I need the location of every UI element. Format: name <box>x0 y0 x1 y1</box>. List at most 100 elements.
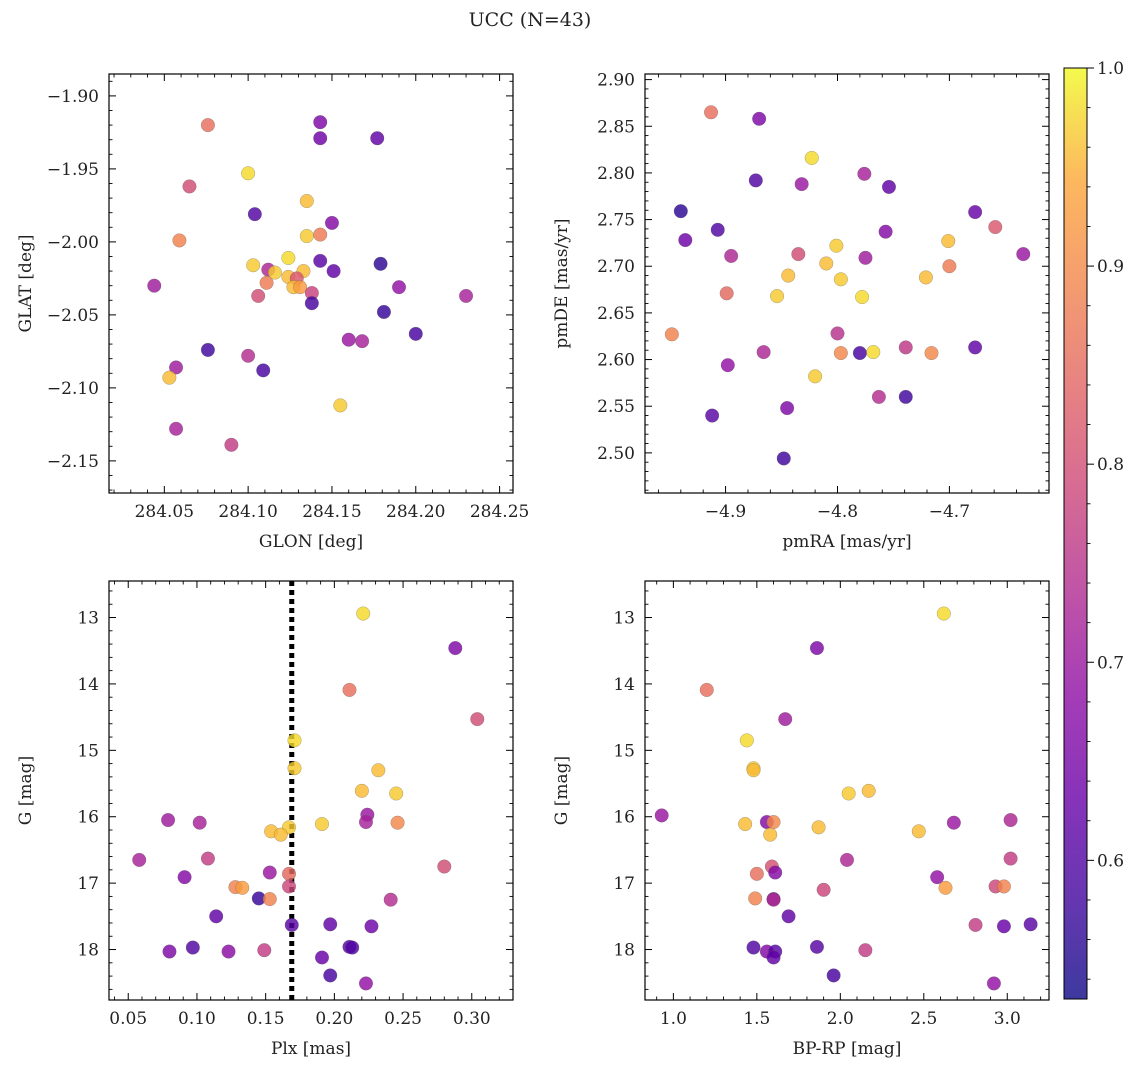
y-tick-label: −2.05 <box>47 306 99 326</box>
x-tick-label: −4.7 <box>929 502 970 522</box>
scatter-point <box>746 940 761 955</box>
x-tick-label: 0.10 <box>178 1009 216 1029</box>
scatter-point <box>858 250 873 265</box>
y-axis-label: pmDE [mas/yr] <box>552 218 572 348</box>
scatter-point <box>389 786 404 801</box>
scatter-point <box>855 290 870 305</box>
scatter-point <box>664 327 679 342</box>
x-tick-label: −4.8 <box>817 502 858 522</box>
scatter-point <box>326 264 341 279</box>
scatter-point <box>1016 247 1031 262</box>
x-tick-label: 3.0 <box>994 1009 1021 1029</box>
scatter-point <box>778 712 793 727</box>
scatter-point <box>354 783 369 798</box>
scatter-point <box>459 288 474 303</box>
scatter-point <box>941 234 956 249</box>
scatter-point <box>257 943 272 958</box>
x-tick-label: 2.5 <box>910 1009 937 1029</box>
scatter-point <box>673 204 688 219</box>
scatter-point <box>247 207 262 222</box>
x-tick-label: 0.15 <box>247 1009 285 1029</box>
scatter-point <box>299 194 314 208</box>
x-tick-label: 284.20 <box>386 502 445 522</box>
scatter-point <box>356 606 371 621</box>
scatter-point <box>147 278 162 293</box>
scatter-point <box>766 892 781 907</box>
x-tick-label: 284.10 <box>218 502 277 522</box>
scatter-point <box>161 813 176 828</box>
panel-plx-g: 0.05 0.10 0.15 0.20 0.25 0.30 13 14 15 16 17 18 Plx … <box>16 580 514 1059</box>
x-tick-label: 284.15 <box>302 502 361 522</box>
y-tick-label: 16 <box>613 808 635 828</box>
x-tick-label: −4.9 <box>705 502 746 522</box>
scatter-point <box>345 940 360 955</box>
scatter-point <box>185 940 200 955</box>
colorbar-gradient <box>1064 68 1087 999</box>
scatter-point <box>816 882 831 897</box>
scatter-point <box>699 682 714 697</box>
scatter-point <box>968 205 983 220</box>
x-axis-label: BP-RP [mag] <box>793 1039 902 1059</box>
scatter-point <box>840 852 854 867</box>
scatter-point <box>746 763 761 778</box>
scatter-point <box>752 111 767 126</box>
scatter-point <box>791 247 806 262</box>
scatter-point <box>924 346 939 360</box>
y-tick-label: 2.55 <box>597 397 635 417</box>
scatter-point <box>323 917 338 932</box>
scatter-point <box>704 105 719 120</box>
scatter-point <box>390 815 405 830</box>
scatter-point <box>200 851 215 866</box>
scatter-point <box>224 437 239 452</box>
colorbar: 0.6 0.7 0.8 0.9 1.0 <box>1063 59 1124 1000</box>
scatter-point <box>241 166 256 181</box>
scatter-point <box>370 131 385 146</box>
scatter-point <box>911 824 926 839</box>
scatter-point <box>878 224 893 239</box>
scatter-point <box>313 253 328 268</box>
scatter-point <box>866 345 881 360</box>
scatter-point <box>809 939 824 954</box>
scatter-point <box>936 606 951 621</box>
scatter-point <box>1003 813 1018 828</box>
y-tick-label: 2.50 <box>597 444 635 464</box>
scatter-point <box>763 827 778 842</box>
scatter-point <box>313 227 328 242</box>
scatter-point <box>392 280 406 295</box>
y-tick-label: −1.90 <box>47 87 99 107</box>
scatter-point <box>192 815 207 830</box>
scatter-point <box>281 250 296 265</box>
plot-frame <box>108 73 514 494</box>
scatter-point <box>241 348 256 363</box>
panel-pmra-pmde: −4.9 −4.8 −4.7 2.50 2.55 2.60 2.65 2.70 2.75 2.80… <box>552 71 1050 552</box>
scatter-point <box>169 421 184 436</box>
y-tick-label: 14 <box>77 675 99 695</box>
scatter-point <box>162 944 177 959</box>
y-tick-label: 2.65 <box>597 304 635 324</box>
scatter-point <box>313 115 328 130</box>
scatter-point <box>857 166 872 181</box>
scatter-point <box>938 880 953 895</box>
scatter-point <box>710 222 725 237</box>
scatter-point <box>654 808 669 823</box>
scatter-point <box>132 852 147 867</box>
y-axis-label: G [mag] <box>552 756 572 825</box>
scatter-point <box>200 342 215 357</box>
scatter-point <box>273 827 288 842</box>
x-tick-label: 284.25 <box>470 502 529 522</box>
scatter-point <box>748 173 763 188</box>
scatter-point <box>739 733 754 748</box>
scatter-point <box>172 233 187 248</box>
scatter-point <box>968 917 983 932</box>
x-axis-label: Plx [mas] <box>271 1039 351 1059</box>
scatter-point <box>355 334 370 349</box>
y-tick-label: 17 <box>613 874 635 894</box>
scatter-point <box>373 256 388 271</box>
colorbar-tick-label: 0.7 <box>1097 653 1124 673</box>
y-axis-label: GLAT [deg] <box>16 234 36 332</box>
scatter-point <box>1023 917 1038 932</box>
scatter-point <box>251 288 266 303</box>
scatter-point <box>324 215 339 230</box>
scatter-point <box>177 870 192 885</box>
scatter-point <box>287 761 302 776</box>
